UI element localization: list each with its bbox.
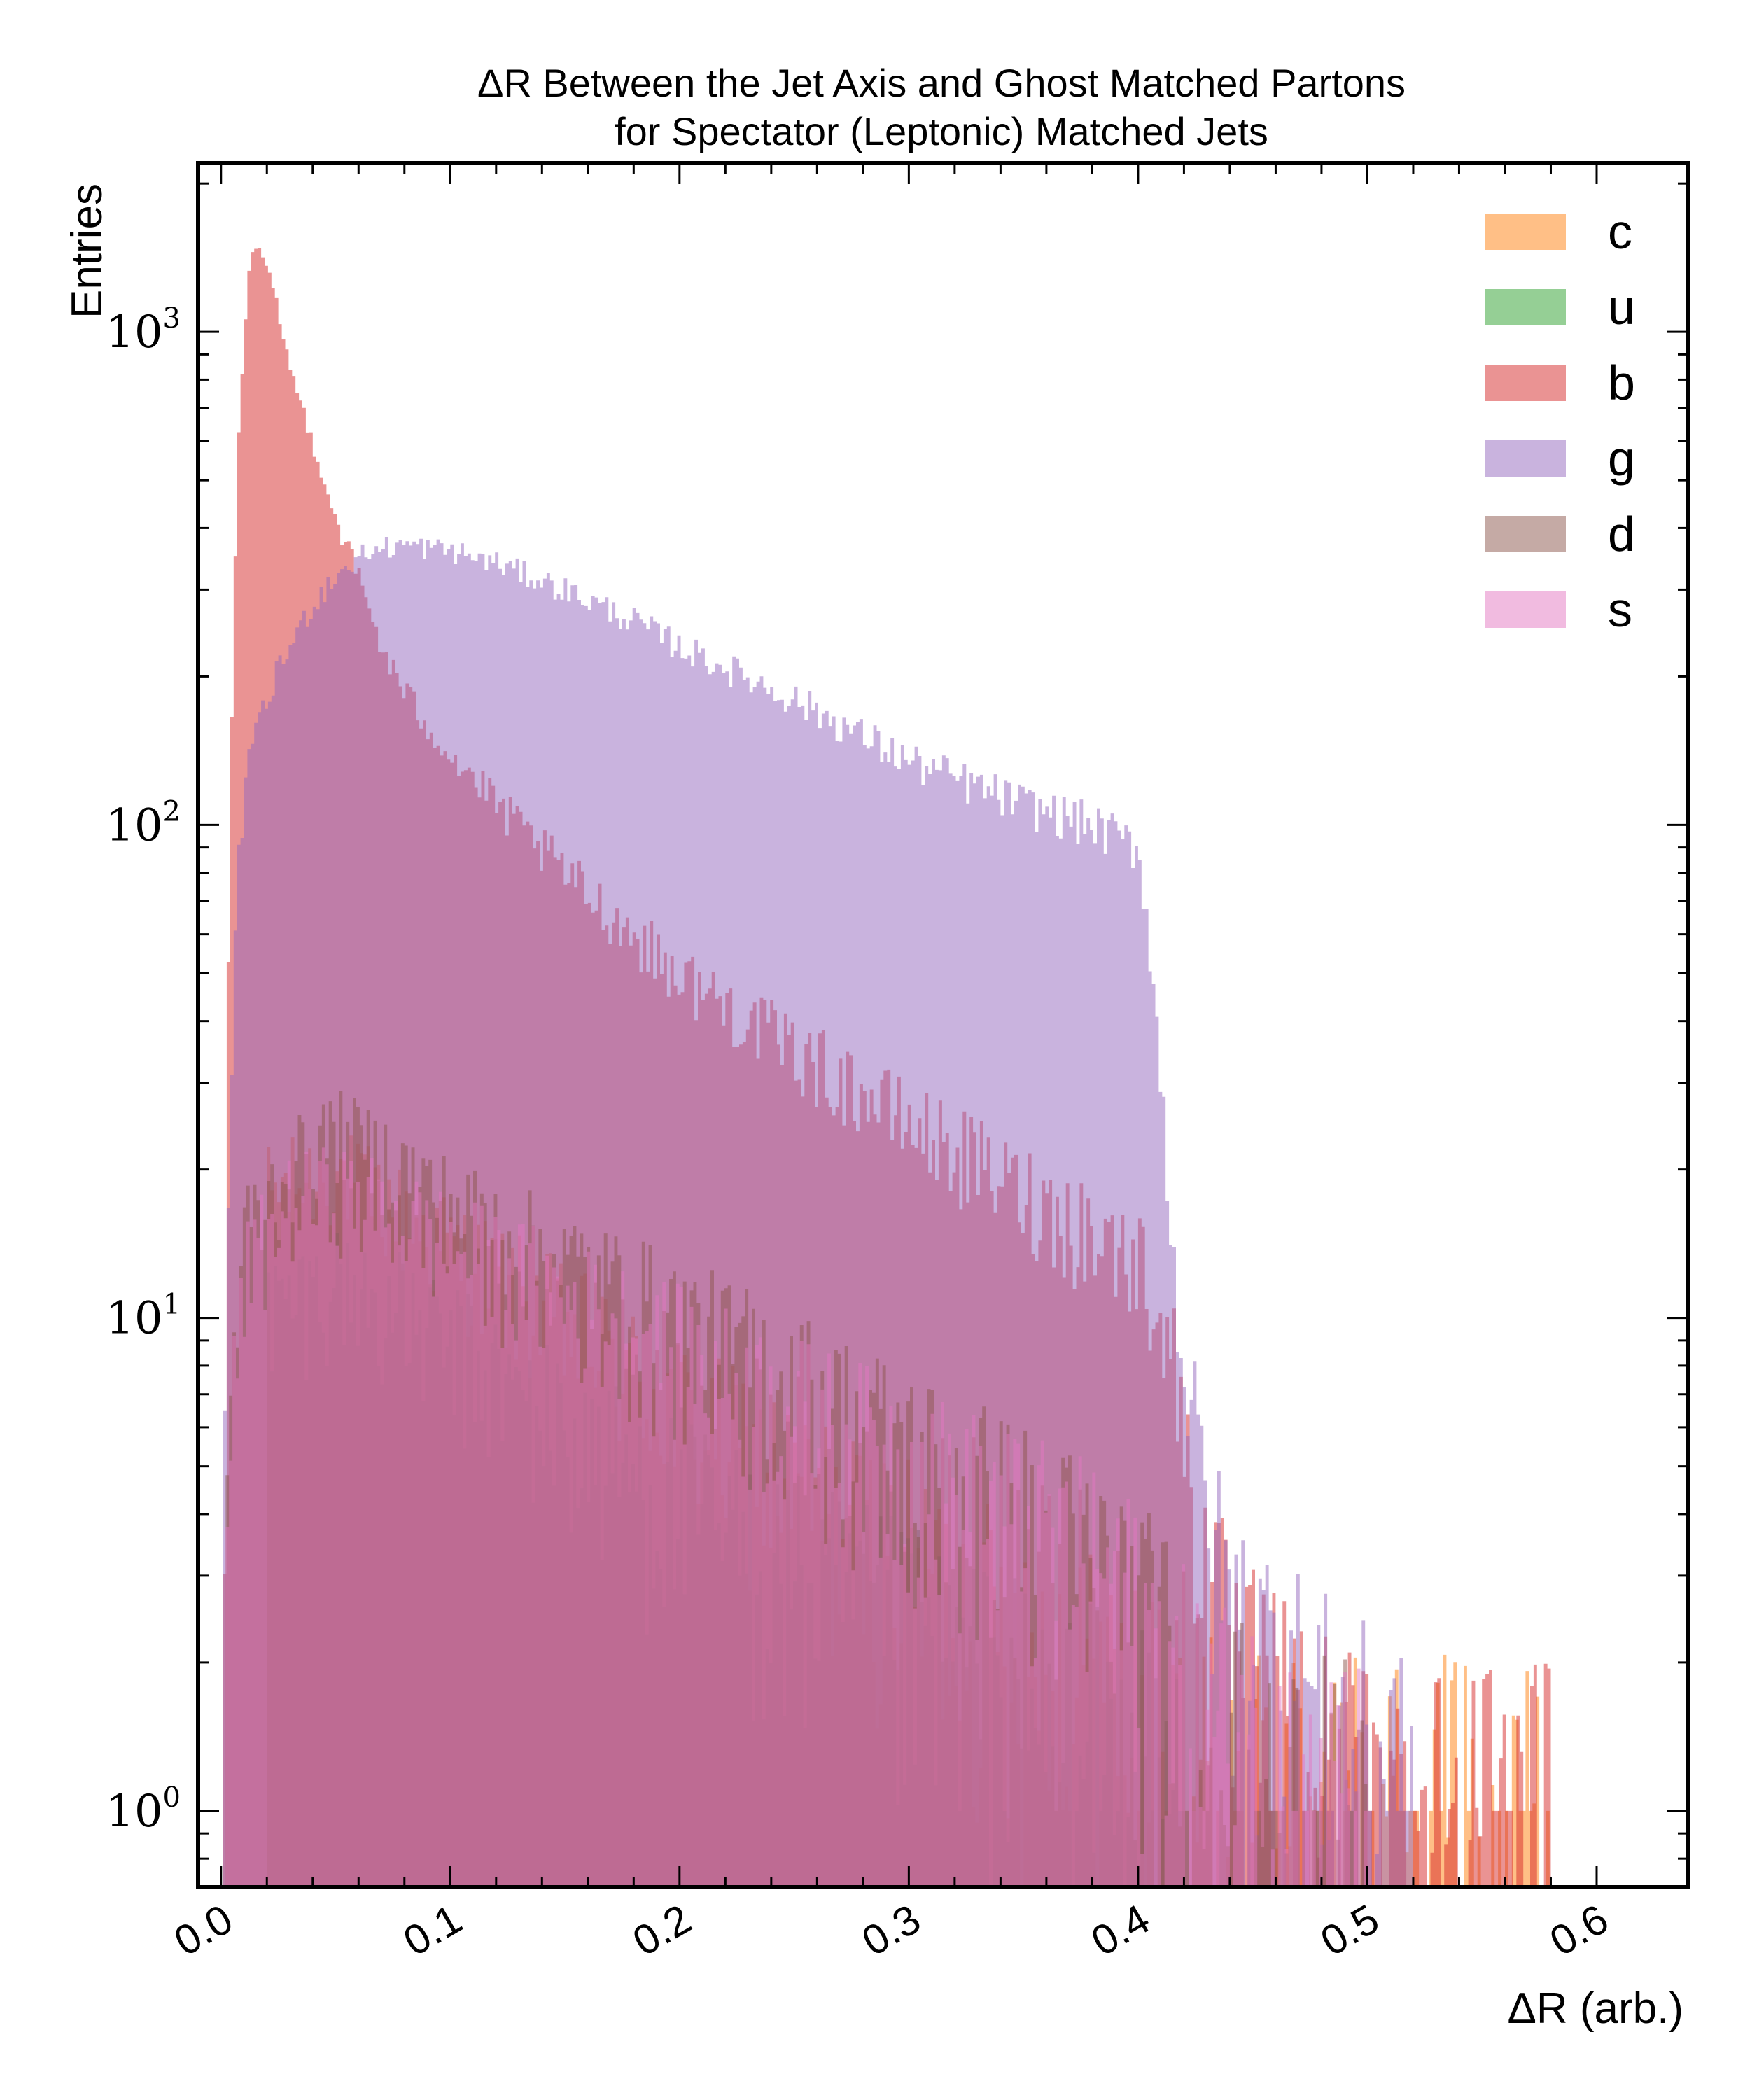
legend-item-c: c — [1485, 204, 1632, 259]
x-tick-label: 0.5 — [1312, 1895, 1387, 1965]
x-tick-label: 0.1 — [396, 1895, 470, 1965]
x-tick-label: 0.3 — [854, 1895, 928, 1965]
legend-swatch-u — [1485, 289, 1566, 326]
y-axis-label: Entries — [63, 183, 111, 318]
legend-label-b: b — [1608, 356, 1635, 410]
x-tick-label: 0.6 — [1542, 1895, 1616, 1965]
legend-swatch-g — [1485, 440, 1566, 477]
chart-title-line1: ΔR Between the Jet Axis and Ghost Matche… — [477, 61, 1406, 105]
y-tick-label: 103 — [106, 302, 181, 358]
y-tick-label: 102 — [106, 795, 181, 851]
histogram-bars — [223, 248, 1551, 1887]
series-s-bars — [225, 1147, 1368, 1887]
y-tick-label: 101 — [106, 1289, 181, 1345]
chart-title-line2: for Spectator (Leptonic) Matched Jets — [615, 109, 1268, 153]
legend-label-d: d — [1608, 507, 1635, 561]
legend-label-g: g — [1608, 431, 1635, 486]
legend-label-u: u — [1608, 280, 1635, 335]
x-tick-label: 0.4 — [1084, 1895, 1158, 1965]
legend-label-c: c — [1608, 204, 1632, 259]
legend-swatch-d — [1485, 516, 1566, 552]
x-tick-label: 0.0 — [167, 1895, 241, 1965]
x-tick-label: 0.2 — [625, 1895, 699, 1965]
legend-label-s: s — [1608, 582, 1632, 637]
legend-swatch-c — [1485, 214, 1566, 250]
legend-swatch-s — [1485, 592, 1566, 628]
y-tick-label: 100 — [106, 1782, 181, 1837]
legend-item-s: s — [1485, 582, 1632, 637]
legend-item-g: g — [1485, 431, 1635, 486]
x-axis-label: ΔR (arb.) — [1507, 1984, 1684, 2033]
legend-item-u: u — [1485, 280, 1635, 335]
legend-item-d: d — [1485, 507, 1635, 561]
legend-swatch-b — [1485, 365, 1566, 401]
legend-item-b: b — [1485, 356, 1635, 410]
series-s — [225, 1147, 1368, 1887]
plot-frame — [196, 161, 1690, 1889]
